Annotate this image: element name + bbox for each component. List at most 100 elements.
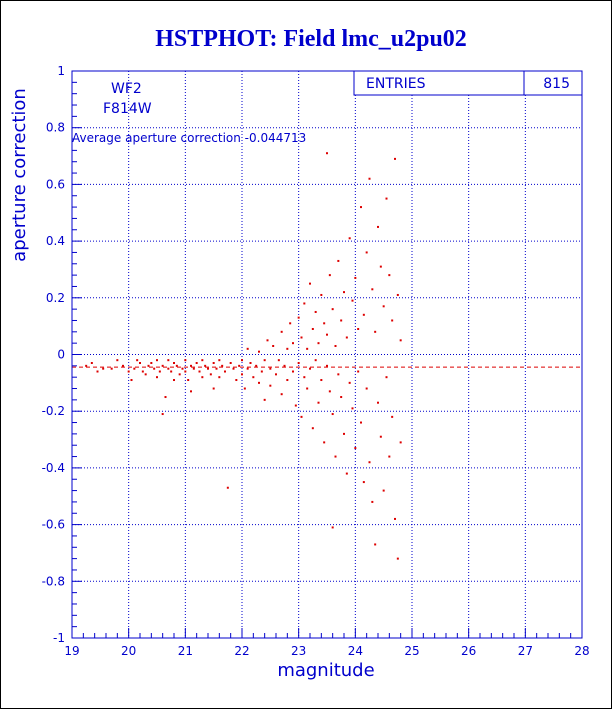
data-point [286, 379, 289, 382]
data-point [345, 336, 348, 339]
data-point [371, 500, 374, 503]
data-point [331, 413, 334, 416]
data-point [365, 387, 368, 390]
data-point [238, 364, 241, 367]
data-point [252, 376, 255, 379]
data-point [323, 441, 326, 444]
data-point [314, 310, 317, 313]
data-point [122, 364, 124, 367]
data-point [357, 370, 360, 373]
data-point [263, 398, 266, 401]
data-point [156, 359, 158, 362]
data-point [385, 197, 388, 200]
data-point [286, 347, 289, 350]
data-point [320, 379, 323, 382]
data-point [156, 376, 158, 379]
data-point [178, 373, 181, 376]
data-point [328, 274, 331, 277]
data-point [150, 362, 153, 365]
x-tick-label: 20 [121, 644, 136, 658]
data-point [394, 517, 396, 520]
data-point [192, 367, 195, 370]
data-point [396, 557, 399, 560]
data-point [323, 322, 326, 325]
data-point [153, 367, 156, 370]
data-point [394, 157, 396, 160]
entries-label: ENTRIES [366, 76, 426, 92]
y-tick-label: -0.4 [42, 461, 65, 475]
data-point [209, 373, 212, 376]
data-point [147, 364, 150, 367]
data-point [190, 390, 192, 393]
data-point [158, 370, 161, 373]
y-tick-label: 0.8 [46, 121, 65, 135]
data-point [360, 421, 362, 424]
data-point [110, 367, 113, 370]
data-point [207, 367, 209, 370]
data-point [331, 526, 334, 529]
data-point [241, 359, 243, 362]
data-point [391, 415, 394, 418]
data-point [345, 472, 348, 475]
data-point [365, 251, 368, 254]
data-point [334, 344, 337, 347]
data-point [161, 364, 164, 367]
data-point [190, 364, 192, 367]
x-tick-label: 27 [518, 644, 533, 658]
data-point [374, 543, 377, 546]
data-point [280, 393, 283, 396]
data-point [198, 370, 201, 373]
data-point [354, 276, 357, 279]
camera-label: WF2 [111, 81, 142, 97]
data-point [246, 367, 249, 370]
data-point [311, 327, 314, 330]
data-point [374, 330, 377, 333]
y-tick-label: -1 [53, 631, 65, 645]
data-point [235, 379, 238, 382]
data-point [90, 362, 93, 365]
data-point [269, 367, 272, 370]
y-axis-label: aperture correction [9, 88, 30, 262]
data-point [141, 370, 144, 373]
grid-lines [72, 71, 582, 638]
data-point [187, 379, 190, 382]
data-point [360, 206, 362, 209]
x-tick-label: 24 [348, 644, 363, 658]
data-point [263, 359, 266, 362]
y-tick-label: -0.2 [42, 404, 65, 418]
data-point [351, 407, 354, 410]
data-point [297, 362, 300, 365]
data-point [326, 333, 328, 336]
data-points [85, 152, 402, 560]
data-point [266, 339, 269, 342]
data-point [229, 362, 232, 365]
data-point [243, 387, 246, 390]
data-point [337, 259, 340, 262]
data-point [340, 396, 343, 399]
data-point [303, 376, 306, 379]
data-point [269, 384, 272, 387]
data-point [379, 265, 382, 268]
data-point [139, 362, 141, 365]
data-point [388, 274, 391, 277]
x-tick-label: 21 [178, 644, 193, 658]
data-point [348, 237, 351, 240]
data-point [391, 319, 394, 322]
data-point [275, 373, 277, 376]
data-point [167, 367, 170, 370]
x-axis-label: magnitude [277, 660, 374, 681]
data-point [201, 376, 204, 379]
data-point [311, 427, 314, 430]
data-point [170, 370, 173, 373]
data-point [379, 435, 382, 438]
data-point [127, 370, 130, 373]
x-tick-label: 22 [234, 644, 249, 658]
data-point [306, 387, 309, 390]
data-point [362, 313, 365, 316]
x-tick-label: 28 [574, 644, 589, 658]
y-tick-label: -0.8 [42, 574, 65, 588]
data-point [85, 364, 88, 367]
y-tick-label: -0.6 [42, 518, 65, 532]
data-point [258, 381, 260, 384]
